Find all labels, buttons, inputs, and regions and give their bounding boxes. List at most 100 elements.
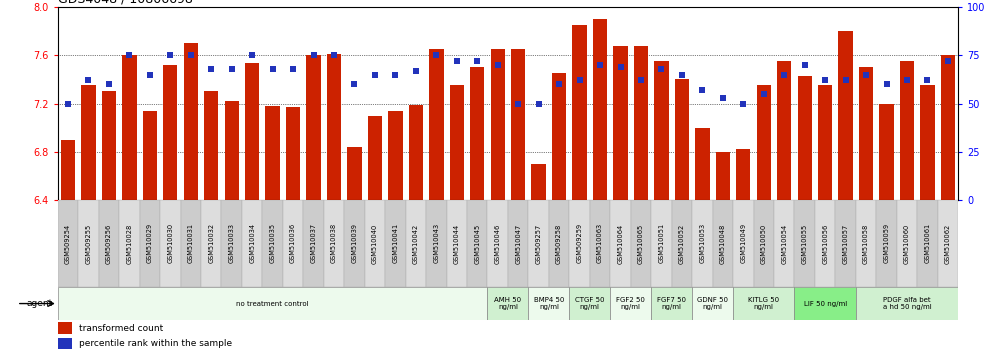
Bar — [549, 200, 570, 287]
Text: GSM510061: GSM510061 — [924, 223, 930, 263]
Bar — [324, 200, 345, 287]
Text: GSM510036: GSM510036 — [290, 223, 296, 263]
Bar — [716, 152, 730, 200]
Bar — [795, 200, 815, 287]
Text: GSM509255: GSM509255 — [86, 223, 92, 263]
Text: agent: agent — [27, 299, 53, 308]
Text: CTGF 50
ng/ml: CTGF 50 ng/ml — [575, 297, 605, 310]
Text: BMP4 50
ng/ml: BMP4 50 ng/ml — [534, 297, 564, 310]
Bar — [712, 200, 733, 287]
Bar — [879, 103, 893, 200]
Bar — [859, 67, 873, 200]
Bar — [630, 200, 651, 287]
Text: GSM509258: GSM509258 — [556, 223, 562, 263]
Bar — [573, 25, 587, 200]
Bar — [307, 55, 321, 200]
Bar — [224, 101, 239, 200]
Text: GDS4048 / 10806698: GDS4048 / 10806698 — [58, 0, 192, 6]
Bar — [570, 200, 590, 287]
Bar — [733, 200, 754, 287]
Text: GSM510040: GSM510040 — [372, 223, 377, 263]
Text: GSM510046: GSM510046 — [495, 223, 501, 263]
Bar — [201, 200, 221, 287]
Text: GSM510039: GSM510039 — [352, 223, 358, 263]
Bar — [552, 73, 567, 200]
Bar — [142, 111, 157, 200]
Text: GSM510030: GSM510030 — [167, 223, 173, 263]
Text: LIF 50 ng/ml: LIF 50 ng/ml — [804, 301, 847, 307]
Text: GSM509257: GSM509257 — [536, 223, 542, 263]
Bar — [449, 85, 464, 200]
Bar — [795, 287, 856, 320]
Bar — [836, 200, 856, 287]
Bar — [529, 287, 570, 320]
Bar — [654, 61, 668, 200]
Bar — [692, 287, 733, 320]
Bar — [896, 200, 917, 287]
Bar — [446, 200, 467, 287]
Bar — [876, 200, 896, 287]
Bar — [82, 85, 96, 200]
Text: GSM510029: GSM510029 — [146, 223, 152, 263]
Bar — [899, 61, 914, 200]
Bar — [754, 200, 774, 287]
Bar — [286, 107, 300, 200]
Bar — [532, 164, 546, 200]
Bar — [798, 76, 812, 200]
Text: GSM510050: GSM510050 — [761, 223, 767, 263]
Bar — [99, 200, 120, 287]
Bar — [529, 200, 549, 287]
Bar — [123, 55, 136, 200]
Bar — [266, 106, 280, 200]
Bar — [671, 200, 692, 287]
Text: GSM510038: GSM510038 — [331, 223, 337, 263]
Bar — [695, 128, 709, 200]
Bar — [839, 31, 853, 200]
Text: GSM510052: GSM510052 — [679, 223, 685, 263]
Bar — [385, 200, 405, 287]
Bar — [611, 287, 651, 320]
Text: PDGF alfa bet
a hd 50 ng/ml: PDGF alfa bet a hd 50 ng/ml — [882, 297, 931, 310]
Bar — [570, 287, 611, 320]
Bar — [426, 200, 446, 287]
Bar — [61, 140, 75, 200]
Bar — [304, 200, 324, 287]
Bar — [856, 200, 876, 287]
Text: GSM510041: GSM510041 — [392, 223, 398, 263]
Bar — [674, 79, 689, 200]
Bar — [651, 287, 692, 320]
Bar — [633, 46, 648, 200]
Text: AMH 50
ng/ml: AMH 50 ng/ml — [494, 297, 522, 310]
Text: GSM510037: GSM510037 — [311, 223, 317, 263]
Bar — [160, 200, 180, 287]
Text: no treatment control: no treatment control — [236, 301, 309, 307]
Text: GDNF 50
ng/ml: GDNF 50 ng/ml — [697, 297, 728, 310]
Bar — [365, 200, 385, 287]
Bar — [736, 149, 750, 200]
Text: GSM510033: GSM510033 — [229, 223, 235, 263]
Text: GSM510059: GSM510059 — [883, 223, 889, 263]
Text: percentile rank within the sample: percentile rank within the sample — [79, 339, 232, 348]
Text: GSM510034: GSM510034 — [249, 223, 255, 263]
Bar — [348, 147, 362, 200]
Bar — [345, 200, 365, 287]
Bar — [245, 63, 259, 200]
Text: GSM510062: GSM510062 — [945, 223, 951, 263]
Bar — [139, 200, 160, 287]
Text: GSM510047: GSM510047 — [515, 223, 521, 263]
Text: GSM509259: GSM509259 — [577, 223, 583, 263]
Text: GSM510032: GSM510032 — [208, 223, 214, 263]
Bar — [408, 105, 423, 200]
Bar — [58, 322, 72, 334]
Bar — [593, 19, 608, 200]
Bar — [815, 200, 836, 287]
Bar — [242, 200, 262, 287]
Text: GSM510042: GSM510042 — [413, 223, 419, 263]
Bar — [283, 200, 304, 287]
Bar — [937, 200, 958, 287]
Bar — [856, 287, 958, 320]
Bar — [467, 200, 487, 287]
Bar — [368, 116, 382, 200]
Bar — [405, 200, 426, 287]
Bar — [491, 49, 505, 200]
